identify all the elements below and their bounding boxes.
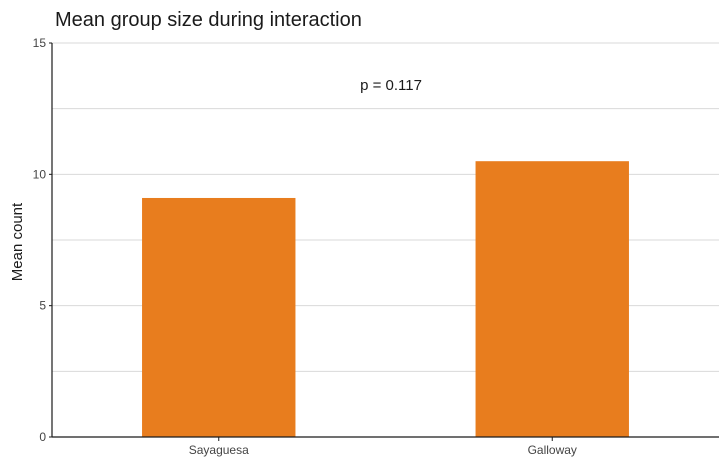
x-tick-label: Galloway bbox=[528, 443, 577, 457]
chart-title: Mean group size during interaction bbox=[55, 9, 362, 31]
x-tick-label: Sayaguesa bbox=[189, 443, 249, 457]
y-tick-labels: 0 5 10 15 bbox=[33, 36, 52, 444]
y-tick-label: 15 bbox=[33, 36, 47, 50]
p-value-annotation: p = 0.117 bbox=[360, 77, 422, 94]
bar-sayaguesa bbox=[142, 197, 296, 437]
y-axis-label: Mean count bbox=[9, 202, 26, 281]
y-tick-label: 0 bbox=[39, 430, 46, 444]
bar-galloway bbox=[475, 161, 629, 437]
bars bbox=[142, 161, 629, 437]
y-tick-label: 10 bbox=[33, 167, 47, 181]
y-tick-label: 5 bbox=[39, 299, 46, 313]
x-tick-labels: Sayaguesa Galloway bbox=[189, 437, 577, 457]
